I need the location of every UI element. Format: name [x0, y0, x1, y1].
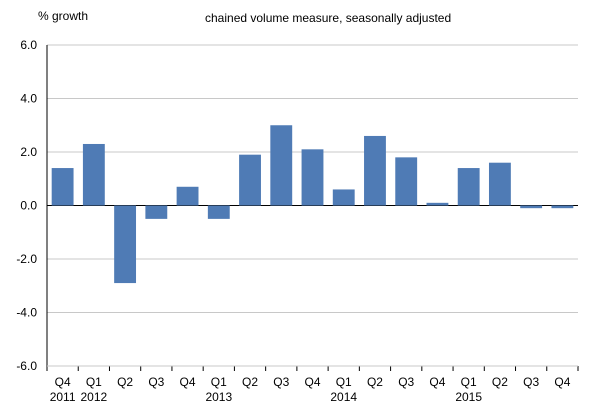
x-tick-label: Q2: [117, 375, 133, 389]
bar: [145, 205, 168, 219]
y-tick-label: 0.0: [20, 199, 37, 213]
bar: [82, 143, 105, 206]
y-tick-label: 6.0: [20, 38, 37, 52]
y-tick-label: -6.0: [16, 359, 37, 373]
year-label: 2012: [81, 390, 108, 404]
x-tick-label: Q3: [523, 375, 539, 389]
y-tick-label: -4.0: [16, 306, 37, 320]
x-tick-label: Q4: [180, 375, 196, 389]
x-tick-label: Q1: [461, 375, 477, 389]
x-tick-label: Q3: [273, 375, 289, 389]
bar: [301, 149, 324, 206]
bar: [207, 205, 230, 219]
year-label: 2014: [330, 390, 357, 404]
x-tick-label: Q2: [242, 375, 258, 389]
x-tick-labels: Q4 Q1 Q2 Q3 Q4 Q1 Q2 Q3 Q4 Q1 Q2 Q3 Q4 Q1 Q2 Q3 Q4: [55, 375, 571, 389]
x-tick-label: Q3: [398, 375, 414, 389]
x-tick-label: Q4: [55, 375, 71, 389]
bars: [51, 125, 574, 284]
x-tick-label: Q3: [148, 375, 164, 389]
x-tick-label: Q4: [554, 375, 570, 389]
x-tick-label: Q2: [367, 375, 383, 389]
y-tick-label: 4.0: [20, 92, 37, 106]
x-tick-label: Q1: [86, 375, 102, 389]
x-tick-label: Q1: [336, 375, 352, 389]
bar: [426, 202, 449, 206]
bar: [270, 125, 293, 206]
chart-annotation: chained volume measure, seasonally adjus…: [205, 11, 451, 25]
bar: [114, 205, 137, 284]
year-label: 2013: [205, 390, 232, 404]
y-tick-label: -2.0: [16, 252, 37, 266]
y-tick-labels: 6.0 4.0 2.0 0.0 -2.0 -4.0 -6.0: [16, 38, 37, 373]
bar: [364, 135, 386, 206]
x-tick-label: Q2: [492, 375, 508, 389]
bar: [51, 168, 74, 206]
bar: [551, 205, 574, 209]
bar: [332, 189, 355, 206]
year-label: 2011: [50, 390, 76, 404]
year-labels: 2011 2012 2013 2014 2015: [50, 390, 483, 404]
year-label: 2015: [455, 390, 482, 404]
bar: [520, 205, 543, 209]
x-tick-label: Q4: [429, 375, 445, 389]
bar: [176, 186, 199, 206]
bar: [488, 162, 511, 206]
x-tick-label: Q4: [304, 375, 320, 389]
bar: [457, 168, 480, 206]
bar: [395, 157, 418, 206]
bar: [239, 154, 261, 206]
y-axis-label: % growth: [38, 9, 88, 23]
y-tick-label: 2.0: [20, 145, 37, 159]
x-tick-label: Q1: [211, 375, 227, 389]
